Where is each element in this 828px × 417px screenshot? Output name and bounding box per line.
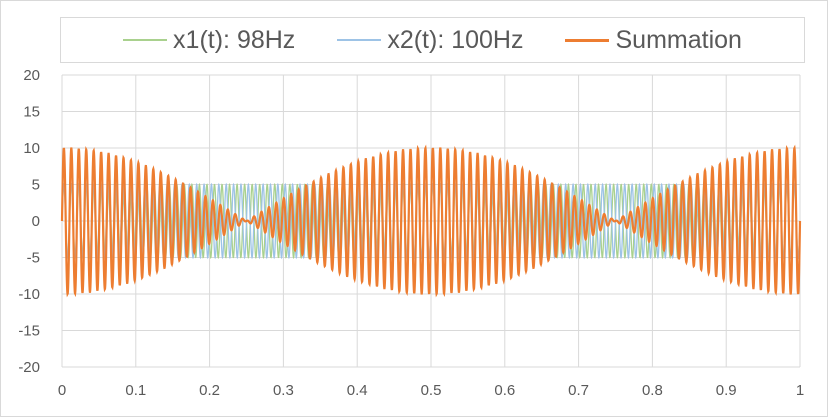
series-layer	[60, 144, 802, 298]
x-tick-label-4: 0.4	[347, 382, 368, 399]
y-tick-label-5: -5	[27, 250, 40, 267]
x-tick-label-5: 0.5	[421, 382, 442, 399]
legend-entry-x1: x1(t): 98Hz	[123, 26, 295, 55]
x-tick-label-1: 0.1	[125, 382, 146, 399]
y-tick-label-1: 15	[23, 104, 40, 121]
y-tick-label-6: -10	[18, 286, 40, 303]
legend-swatch-summation	[565, 38, 610, 42]
legend-entry-x2: x2(t): 100Hz	[337, 26, 523, 55]
y-tick-label-0: 20	[23, 67, 40, 84]
x-tick-label-10: 1	[796, 382, 804, 399]
legend-label-x2: x2(t): 100Hz	[387, 25, 524, 54]
y-tick-label-8: -20	[18, 359, 40, 376]
x-tick-label-8: 0.8	[642, 382, 663, 399]
x-tick-label-7: 0.7	[568, 382, 589, 399]
y-tick-label-3: 5	[32, 177, 40, 194]
x-tick-label-0: 0	[58, 382, 66, 399]
legend-label-summation: Summation	[615, 25, 742, 54]
legend-swatch-x1	[123, 39, 168, 41]
legend-swatch-x2	[337, 39, 382, 41]
series-line-summation	[60, 144, 802, 298]
y-tick-label-2: 10	[23, 140, 40, 157]
x-tick-label-6: 0.6	[494, 382, 515, 399]
x-tick-label-2: 0.2	[199, 382, 220, 399]
x-tick-label-3: 0.3	[273, 382, 294, 399]
axis-labels: 0 0.1 0.2 0.3 0.4 0.5 0.6 0.7 0.8 0.9 1 20 15 10 5 0 -5 -…	[18, 67, 804, 399]
legend-entry-summation: Summation	[565, 25, 742, 55]
x-tick-label-9: 0.9	[716, 382, 737, 399]
legend-label-x1: x1(t): 98Hz	[173, 25, 296, 54]
y-tick-label-7: -15	[18, 323, 40, 340]
chart-legend: x1(t): 98Hz x2(t): 100Hz Summation	[60, 17, 805, 63]
y-tick-label-4: 0	[32, 213, 40, 230]
